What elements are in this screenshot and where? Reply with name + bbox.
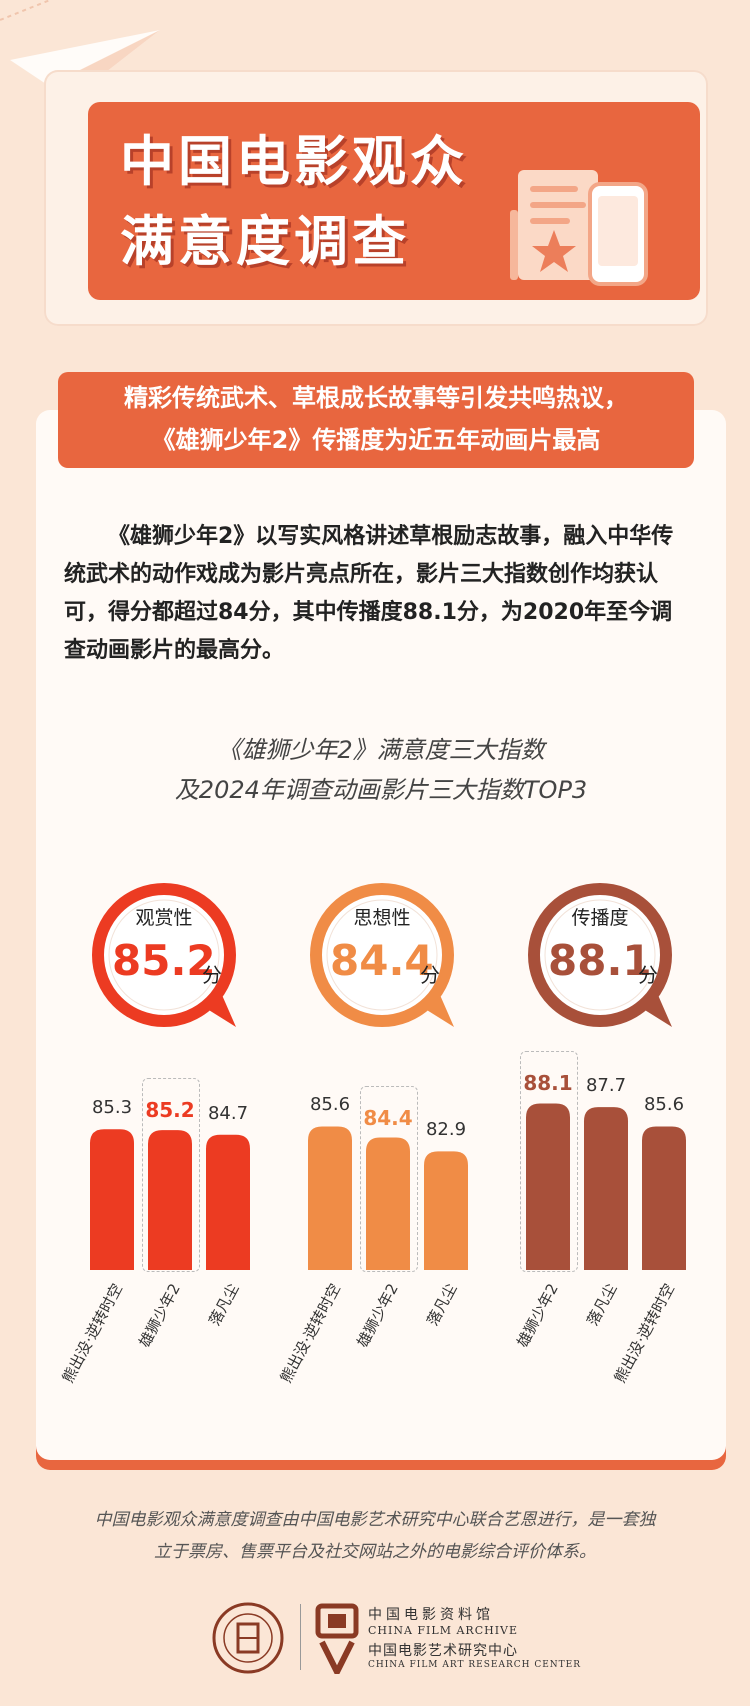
- archive-seal-logo: [212, 1602, 284, 1674]
- highlight-box-0: [142, 1078, 200, 1272]
- bar-0-2: [206, 1134, 250, 1270]
- badge-tail-1: [422, 995, 454, 1027]
- badge-tail-0: [204, 995, 236, 1027]
- bar-value-label-1-1: 84.4: [363, 1105, 413, 1130]
- logo-cn-center: 中国电影艺术研究中心: [368, 1643, 518, 1659]
- bar-value-label-2-0: 88.1: [523, 1071, 573, 1096]
- bar-2-1: [584, 1107, 628, 1270]
- film-reel-logo: [315, 1603, 359, 1674]
- logo-area: 中国电影资料馆 CHINA FILM ARCHIVE 中国电影艺术研究中心 CH…: [210, 1598, 580, 1678]
- badge-unit-2: 分: [638, 963, 658, 987]
- footnote-line2: 立于票房、售票平台及社交网站之外的电影综合评价体系。: [154, 1542, 596, 1562]
- bar-2-0: [526, 1103, 570, 1270]
- bar-value-label-0-2: 84.7: [207, 1102, 249, 1124]
- logo-en-archive: CHINA FILM ARCHIVE: [368, 1624, 519, 1637]
- logo-cn-archive: 中国电影资料馆: [368, 1607, 494, 1623]
- highlight-box-2: [520, 1051, 578, 1272]
- page-title-line1: 中国电影观众: [120, 130, 468, 193]
- subtitle-banner: [58, 372, 694, 468]
- subtitle-line2: 《雄狮少年2》传播度为近五年动画片最高: [151, 426, 601, 454]
- bar-0-1: [148, 1130, 192, 1270]
- subtitle-line1: 精彩传统武术、草根成长故事等引发共鸣热议，: [124, 384, 628, 412]
- bar-1-0: [308, 1126, 352, 1270]
- badge-tail-2: [640, 995, 672, 1027]
- bar-1-1: [366, 1137, 410, 1270]
- bar-value-label-2-1: 87.7: [585, 1075, 627, 1097]
- footnote: 中国电影观众满意度调查由中国电影艺术研究中心联合艺恩进行，是一套独 立于票房、售…: [40, 1504, 710, 1568]
- badge-score-0: 85.2: [112, 936, 216, 985]
- badge-unit-0: 分: [202, 963, 222, 987]
- highlight-box-1: [360, 1085, 418, 1272]
- bar-2-2: [642, 1126, 686, 1270]
- page-title-line2: 满意度调查: [120, 210, 410, 273]
- bar-value-label-0-1: 85.2: [145, 1098, 195, 1123]
- badge-score-1: 84.4: [330, 936, 434, 985]
- document-phone-icon: [510, 170, 648, 286]
- bar-1-2: [424, 1151, 468, 1270]
- bar-value-label-1-2: 82.9: [425, 1119, 467, 1141]
- badge-score-2: 88.1: [548, 936, 652, 985]
- logo-divider: [300, 1604, 301, 1670]
- badge-inner-2: [544, 899, 656, 1011]
- page-title: 中国电影观众 满意度调查: [120, 122, 540, 282]
- badge-title-1: 思想性: [353, 907, 411, 929]
- chart-title-line1: 《雄狮少年2》满意度三大指数: [217, 736, 545, 764]
- intro-paragraph: 《雄狮少年2》以写实风格讲述草根励志故事，融入中华传统武术的动作戏成为影片亮点所…: [64, 524, 674, 663]
- logo-en-center: CHINA FILM ART RESEARCH CENTER: [368, 1660, 581, 1670]
- badge-title-0: 观赏性: [135, 907, 193, 929]
- footnote-line1: 中国电影观众满意度调查由中国电影艺术研究中心联合艺恩进行，是一套独: [94, 1510, 656, 1530]
- badge-inner-0: [108, 899, 220, 1011]
- badge-title-2: 传播度: [571, 907, 629, 929]
- badge-inner-1: [326, 899, 438, 1011]
- bar-value-label-2-2: 85.6: [643, 1094, 685, 1116]
- bar-value-label-1-0: 85.6: [309, 1094, 351, 1116]
- badge-unit-1: 分: [420, 963, 440, 987]
- bar-value-label-0-0: 85.3: [91, 1097, 133, 1119]
- chart-title-line2: 及2024年调查动画影片三大指数TOP3: [174, 776, 588, 804]
- bar-0-0: [90, 1129, 134, 1270]
